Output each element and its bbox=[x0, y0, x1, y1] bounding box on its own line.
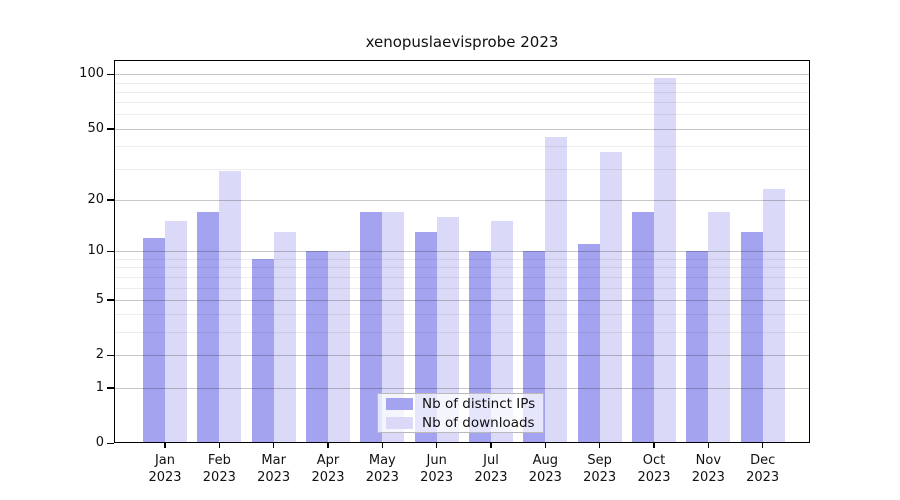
bar-downloads-oct bbox=[653, 78, 676, 443]
y-axis-tick-label: 2 bbox=[95, 347, 104, 363]
gridline-minor-7 bbox=[115, 276, 809, 278]
gridline-minor-60 bbox=[115, 114, 809, 116]
gridline-major-2 bbox=[115, 355, 809, 357]
bar-distinct-ips-oct bbox=[631, 212, 654, 443]
bar-distinct-ips-nov bbox=[686, 251, 709, 443]
bar-downloads-jun bbox=[436, 216, 459, 443]
bar-downloads-jan bbox=[165, 221, 187, 443]
bar-distinct-ips-sep bbox=[577, 244, 600, 443]
bar-downloads-feb bbox=[219, 171, 242, 443]
gridline-major-20 bbox=[115, 199, 809, 201]
x-axis-label-jul: Jul 2023 bbox=[474, 453, 508, 485]
legend-item-downloads: Nb of downloads bbox=[386, 415, 535, 431]
y-axis-tick-mark bbox=[107, 387, 114, 389]
x-axis-label-jun: Jun 2023 bbox=[420, 453, 454, 485]
x-axis-label-may: May 2023 bbox=[365, 453, 399, 485]
bar-distinct-ips-dec bbox=[740, 232, 763, 443]
bar-distinct-ips-mar bbox=[251, 259, 274, 443]
x-axis-tick-mark bbox=[381, 443, 384, 448]
gridline-minor-40 bbox=[115, 146, 809, 148]
x-axis-tick-mark bbox=[598, 443, 601, 448]
y-axis-tick-label: 10 bbox=[87, 243, 104, 259]
legend-swatch-distinct-ips bbox=[386, 397, 413, 410]
x-axis-tick-mark bbox=[218, 443, 221, 448]
gridline-minor-9 bbox=[115, 259, 809, 260]
x-axis-tick-mark bbox=[653, 443, 655, 448]
bar-distinct-ips-feb bbox=[197, 212, 220, 443]
gridline-minor-90 bbox=[115, 82, 809, 84]
legend-label-downloads: Nb of downloads bbox=[422, 414, 535, 431]
x-axis-label-oct: Oct 2023 bbox=[637, 453, 671, 485]
x-axis-tick-mark bbox=[761, 443, 764, 448]
y-axis-tick-label: 100 bbox=[79, 66, 104, 82]
bar-downloads-nov bbox=[708, 212, 731, 443]
legend-swatch-downloads bbox=[386, 416, 413, 429]
y-axis-tick-label: 5 bbox=[95, 291, 104, 307]
x-axis-tick-mark bbox=[164, 443, 166, 448]
legend-label-distinct-ips: Nb of distinct IPs bbox=[422, 395, 536, 412]
x-axis-label-feb: Feb 2023 bbox=[202, 453, 236, 485]
gridline-minor-30 bbox=[115, 168, 809, 170]
y-axis-tick-mark bbox=[107, 199, 114, 201]
y-axis-tick-mark bbox=[107, 299, 114, 301]
gridline-minor-3 bbox=[115, 332, 809, 334]
y-axis-tick-label: 50 bbox=[87, 120, 104, 136]
bar-downloads-apr bbox=[327, 251, 350, 443]
gridline-major-5 bbox=[115, 299, 809, 301]
bar-downloads-sep bbox=[599, 152, 622, 443]
gridline-minor-80 bbox=[115, 91, 809, 93]
gridline-major-10 bbox=[115, 251, 809, 253]
bar-downloads-mar bbox=[273, 232, 296, 443]
x-axis-tick-mark bbox=[707, 443, 710, 448]
x-axis-label-nov: Nov 2023 bbox=[691, 453, 725, 485]
gridline-minor-70 bbox=[115, 102, 809, 104]
y-axis-tick-mark bbox=[107, 442, 114, 444]
x-axis-label-sep: Sep 2023 bbox=[583, 453, 617, 485]
x-axis-tick-mark bbox=[490, 443, 492, 448]
x-axis-tick-mark bbox=[435, 443, 438, 448]
y-axis-tick-label: 1 bbox=[95, 379, 104, 395]
bar-downloads-jul bbox=[490, 221, 513, 443]
x-axis-label-aug: Aug 2023 bbox=[528, 453, 562, 485]
y-axis-tick-mark bbox=[107, 354, 114, 357]
x-axis-label-dec: Dec 2023 bbox=[746, 453, 780, 485]
bar-distinct-ips-apr bbox=[305, 251, 328, 443]
gridline-major-1 bbox=[115, 387, 809, 389]
x-axis-label-apr: Apr 2023 bbox=[311, 453, 345, 485]
bar-distinct-ips-jun bbox=[414, 232, 437, 443]
legend-item-distinct-ips: Nb of distinct IPs bbox=[386, 396, 535, 412]
x-axis-tick-mark bbox=[272, 443, 275, 448]
y-axis-tick-label: 0 bbox=[95, 435, 104, 450]
y-axis-tick-mark bbox=[107, 250, 114, 253]
legend: Nb of distinct IPs Nb of downloads bbox=[377, 393, 544, 433]
x-axis-tick-mark bbox=[544, 443, 547, 448]
x-axis-tick-mark bbox=[327, 443, 329, 448]
bar-distinct-ips-jan bbox=[143, 238, 165, 443]
y-axis-tick-mark bbox=[107, 128, 114, 130]
bar-downloads-may bbox=[382, 212, 405, 443]
y-axis-tick-label: 20 bbox=[87, 191, 104, 207]
bar-downloads-dec bbox=[762, 189, 785, 443]
gridline-minor-8 bbox=[115, 267, 809, 269]
x-axis-label-jan: Jan 2023 bbox=[148, 453, 182, 485]
x-axis-label-mar: Mar 2023 bbox=[257, 453, 291, 485]
gridline-major-50 bbox=[115, 128, 809, 130]
y-axis-tick-mark bbox=[107, 73, 114, 76]
gridline-major-100 bbox=[115, 74, 809, 76]
gridline-minor-6 bbox=[115, 287, 809, 289]
bar-downloads-aug bbox=[545, 137, 568, 443]
gridline-minor-4 bbox=[115, 314, 809, 316]
chart-title: xenopuslaevisprobe 2023 bbox=[365, 33, 559, 51]
bar-distinct-ips-may bbox=[360, 212, 383, 443]
